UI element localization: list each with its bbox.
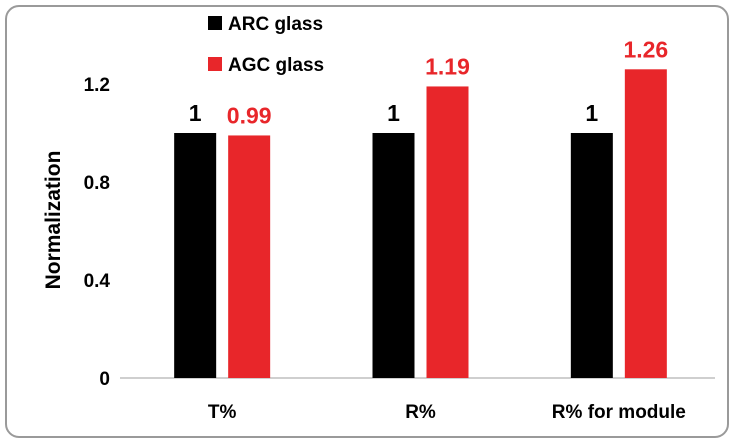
data-label-arc: 1 [585,100,598,126]
y-tick-label: 1.2 [84,75,110,96]
x-tick-label: T% [208,402,237,423]
data-label-agc: 1.19 [425,53,470,79]
y-tick-label: 0 [99,369,110,390]
x-tick-label: R% for module [552,402,686,423]
category-labels: T% R% R% for module [208,402,686,423]
bar-arc [174,133,217,378]
data-label-agc: 1.26 [623,36,668,62]
legend-swatch-arc [208,16,222,30]
bar-arc [570,133,613,378]
y-ticks: 0 0.4 0.8 1.2 [84,75,111,390]
legend-swatch-agc [208,57,222,71]
data-label-agc: 0.99 [227,102,272,128]
data-label-arc: 1 [387,100,400,126]
data-label-arc: 1 [189,100,202,126]
y-axis-label: Normalization [42,151,65,290]
legend: ARC glass AGC glass [208,14,324,76]
bar-agc [624,69,667,379]
legend-label-agc: AGC glass [228,55,324,76]
bars [174,69,667,379]
x-tick-label: R% [405,402,436,423]
bar-agc [228,135,271,378]
legend-label-arc: ARC glass [228,14,323,35]
y-tick-label: 0.8 [84,173,110,194]
bar-agc [426,86,469,378]
y-tick-label: 0.4 [84,271,111,292]
bar-arc [372,133,415,378]
value-labels: 1 0.99 1 1.19 1 1.26 [189,36,668,128]
